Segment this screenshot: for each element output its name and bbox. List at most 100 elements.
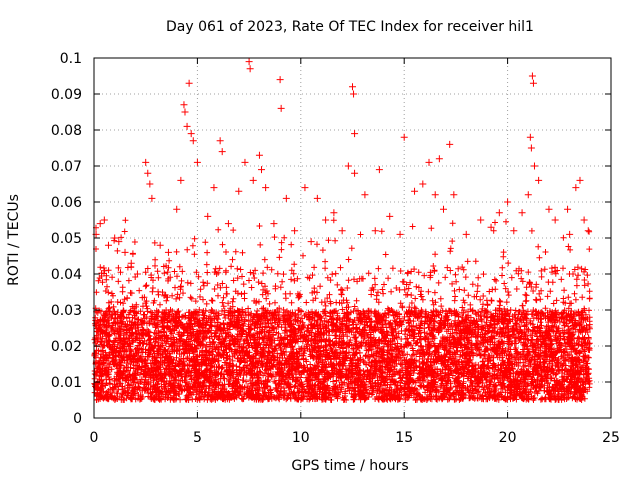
roti-point-cloud <box>91 217 593 403</box>
y-axis-label: ROTI / TECUs <box>6 194 22 286</box>
roti-point <box>180 101 188 109</box>
roti-point <box>330 209 338 217</box>
roti-point <box>535 176 543 184</box>
data-marks <box>91 58 593 403</box>
roti-point <box>177 176 185 184</box>
roti-point <box>276 76 284 84</box>
roti-point <box>127 259 135 267</box>
roti-point <box>187 130 195 138</box>
roti-point <box>450 191 458 199</box>
roti-point <box>133 270 141 278</box>
roti-point <box>100 216 108 224</box>
roti-point <box>530 162 538 170</box>
roti-point <box>189 137 197 145</box>
y-tick-label: 0.02 <box>51 339 82 355</box>
roti-point <box>193 158 201 166</box>
roti-point <box>121 248 129 256</box>
roti-point <box>204 212 212 220</box>
roti-point <box>241 158 249 166</box>
axis-ticks <box>93 57 612 419</box>
roti-point <box>529 79 537 87</box>
y-tick-label: 0.01 <box>51 375 82 391</box>
roti-point <box>526 133 534 141</box>
roti-point <box>510 227 518 235</box>
roti-point <box>477 216 485 224</box>
y-tick-label: 0.06 <box>51 195 82 211</box>
y-tick-label: 0.1 <box>60 51 82 67</box>
x-tick-label: 5 <box>193 430 202 446</box>
roti-point <box>351 130 359 138</box>
x-tick-labels: 0 5 10 15 20 25 <box>90 430 620 446</box>
roti-point <box>338 227 346 235</box>
roti-point <box>164 248 172 256</box>
roti-point <box>262 184 270 192</box>
roti-point <box>564 205 572 213</box>
roti-point <box>527 144 535 152</box>
x-tick-label: 0 <box>90 430 99 446</box>
roti-point <box>255 151 263 159</box>
roti-point <box>224 220 232 228</box>
roti-point <box>146 180 154 188</box>
y-tick-label: 0.05 <box>51 231 82 247</box>
roti-point <box>400 133 408 141</box>
roti-point <box>425 158 433 166</box>
roti-point <box>277 104 285 112</box>
roti-point <box>218 148 226 156</box>
x-tick-label: 20 <box>499 430 517 446</box>
roti-point <box>104 241 112 249</box>
roti-point <box>580 216 588 224</box>
roti-point <box>249 176 257 184</box>
roti-point <box>411 187 419 195</box>
roti-point <box>216 137 224 145</box>
roti-point <box>419 180 427 188</box>
roti-point <box>584 227 592 235</box>
roti-point <box>386 212 394 220</box>
roti-point <box>115 238 123 246</box>
roti-point <box>111 234 119 242</box>
roti-point <box>185 79 193 87</box>
roti-point <box>142 158 150 166</box>
roti-point <box>495 209 503 217</box>
roti-point <box>576 176 584 184</box>
roti-point <box>371 227 379 235</box>
roti-point <box>528 72 536 80</box>
x-axis-label: GPS time / hours <box>291 458 408 474</box>
roti-point <box>282 194 290 202</box>
x-tick-label: 25 <box>602 430 620 446</box>
y-tick-label: 0 <box>73 411 82 427</box>
roti-point <box>462 230 470 238</box>
roti-point <box>344 162 352 170</box>
roti-point <box>351 169 359 177</box>
roti-point <box>291 227 299 235</box>
roti-point <box>435 155 443 163</box>
x-tick-label: 10 <box>292 430 310 446</box>
roti-point <box>518 209 526 217</box>
roti-point <box>431 191 439 199</box>
roti-point <box>96 220 104 228</box>
roti-point <box>504 198 512 206</box>
roti-point <box>446 140 454 148</box>
roti-point <box>148 194 156 202</box>
roti-point <box>258 166 266 174</box>
roti-point <box>307 238 315 246</box>
roti-point <box>524 191 532 199</box>
roti-point <box>361 191 369 199</box>
roti-point <box>439 205 447 213</box>
y-tick-label: 0.04 <box>51 267 82 283</box>
roti-point <box>246 65 254 73</box>
y-tick-label: 0.08 <box>51 123 82 139</box>
y-tick-labels: 0 0.01 0.02 0.03 0.04 0.05 0.06 0.07 0.08 0.09 0.1 <box>51 51 82 427</box>
roti-point <box>181 108 189 116</box>
roti-point <box>173 205 181 213</box>
y-tick-label: 0.03 <box>51 303 82 319</box>
roti-point <box>210 184 218 192</box>
roti-point <box>350 90 358 98</box>
y-tick-label: 0.09 <box>51 87 82 103</box>
roti-point <box>270 220 278 228</box>
roti-point <box>566 230 574 238</box>
roti-point <box>313 194 321 202</box>
roti-point <box>551 216 559 224</box>
x-tick-label: 15 <box>395 430 413 446</box>
roti-point <box>396 230 404 238</box>
